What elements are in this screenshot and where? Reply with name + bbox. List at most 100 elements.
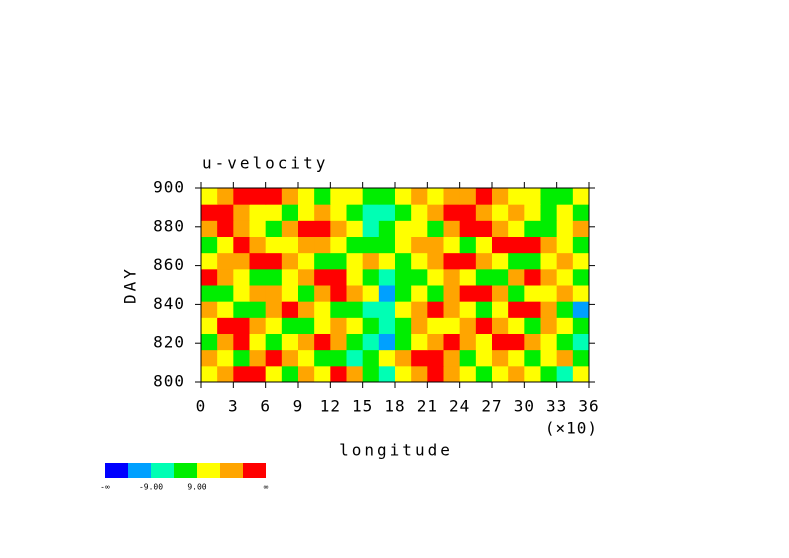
cell <box>395 252 412 270</box>
cell <box>443 188 461 205</box>
cell <box>475 204 493 221</box>
cell <box>443 301 461 318</box>
cell <box>362 252 380 270</box>
cell <box>524 252 541 270</box>
cell <box>217 365 234 383</box>
cell <box>233 220 250 237</box>
cell <box>298 220 315 237</box>
cell <box>217 188 234 205</box>
cell <box>233 333 250 351</box>
cell <box>362 301 380 318</box>
cell <box>362 204 380 221</box>
cell <box>201 301 218 318</box>
cell <box>411 268 428 286</box>
cell <box>362 365 380 383</box>
cell <box>395 333 412 351</box>
cell <box>378 236 396 254</box>
cell <box>330 285 347 302</box>
cell <box>556 204 574 221</box>
cell <box>572 301 590 318</box>
cell <box>524 268 541 286</box>
cell <box>233 188 250 205</box>
cell <box>346 317 364 334</box>
cell <box>378 349 396 367</box>
cell <box>249 285 267 302</box>
cell <box>443 220 461 237</box>
cell <box>217 285 234 302</box>
cell <box>524 317 541 334</box>
cell <box>427 236 444 254</box>
colorbar-label: 9.00 <box>187 483 206 492</box>
cell <box>249 236 267 254</box>
cell <box>281 333 299 351</box>
y-tick-label: 860 <box>153 255 185 274</box>
cell <box>265 365 283 383</box>
cell <box>281 285 299 302</box>
cell <box>281 236 299 254</box>
cell <box>217 268 234 286</box>
cell <box>298 188 315 205</box>
cell <box>459 236 477 254</box>
cell <box>443 204 461 221</box>
cell <box>201 349 218 367</box>
cell <box>492 268 509 286</box>
cell <box>233 285 250 302</box>
chart-title: u-velocity <box>202 154 328 173</box>
cell <box>314 204 331 221</box>
cell <box>233 365 250 383</box>
cell <box>475 220 493 237</box>
cell <box>508 188 525 205</box>
y-tick-label: 820 <box>153 333 185 352</box>
cell <box>249 188 267 205</box>
x-tick-label: 27 <box>481 397 502 416</box>
cell <box>265 236 283 254</box>
cell <box>443 349 461 367</box>
cell <box>508 252 525 270</box>
cell <box>427 188 444 205</box>
cell <box>508 301 525 318</box>
cell <box>411 349 428 367</box>
cell <box>492 301 509 318</box>
colorbar-swatch <box>197 463 220 478</box>
cell <box>362 236 380 254</box>
cell <box>330 204 347 221</box>
cell <box>346 301 364 318</box>
cell <box>314 220 331 237</box>
cell <box>459 188 477 205</box>
cell <box>508 365 525 383</box>
x-axis-label: longitude <box>339 441 453 460</box>
cell <box>330 301 347 318</box>
cell <box>556 301 574 318</box>
cell <box>443 268 461 286</box>
cell <box>201 268 218 286</box>
cell <box>459 204 477 221</box>
x-tick-label: 15 <box>352 397 373 416</box>
cell <box>298 268 315 286</box>
cell <box>395 220 412 237</box>
cell <box>281 317 299 334</box>
cell <box>524 285 541 302</box>
cell <box>201 285 218 302</box>
cell <box>265 204 283 221</box>
cell <box>330 365 347 383</box>
cell <box>556 365 574 383</box>
cell <box>314 252 331 270</box>
cell <box>298 301 315 318</box>
cell <box>265 220 283 237</box>
cell <box>411 236 428 254</box>
cell <box>459 349 477 367</box>
cell <box>249 220 267 237</box>
cell <box>508 236 525 254</box>
cell <box>411 365 428 383</box>
cell <box>411 252 428 270</box>
cell <box>411 188 428 205</box>
x-tick-label: 18 <box>384 397 405 416</box>
cell <box>298 236 315 254</box>
cell <box>492 285 509 302</box>
cell <box>330 188 347 205</box>
cell <box>265 268 283 286</box>
cell <box>201 317 218 334</box>
cell <box>233 236 250 254</box>
cell <box>427 252 444 270</box>
cell <box>492 252 509 270</box>
